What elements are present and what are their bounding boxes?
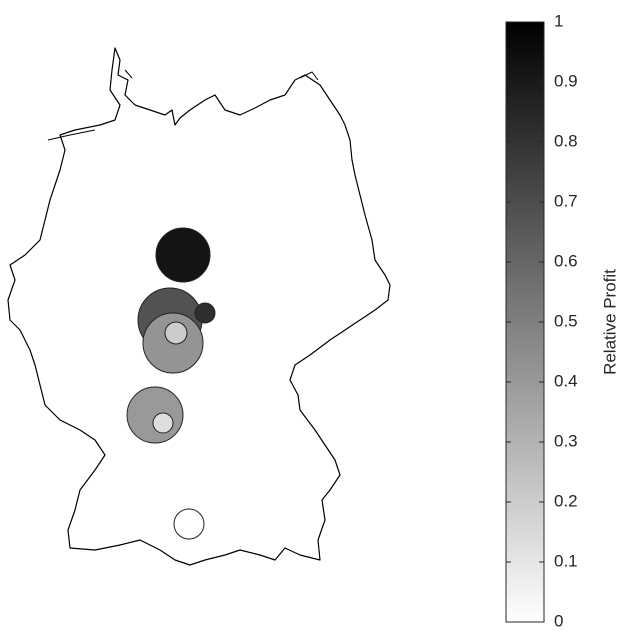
colorbar-label: Relative Profit bbox=[600, 269, 618, 375]
germany-outline bbox=[7, 47, 391, 566]
colorbar-tick-label: 0.1 bbox=[554, 551, 578, 570]
bubble bbox=[152, 412, 174, 434]
bubble bbox=[155, 227, 211, 283]
coast-islands bbox=[47, 69, 319, 141]
colorbar-tick-label: 0.7 bbox=[554, 191, 578, 210]
colorbar-tick-label: 0.8 bbox=[554, 131, 578, 150]
colorbar-tick-label: 0.3 bbox=[554, 431, 578, 450]
bubble bbox=[173, 508, 205, 540]
colorbar-tick-label: 0.9 bbox=[554, 71, 578, 90]
colorbar-tick-label: 0.5 bbox=[554, 311, 578, 330]
colorbar-tick-label: 1 bbox=[554, 11, 563, 30]
colorbar-tick-label: 0.2 bbox=[554, 491, 578, 510]
colorbar-tick-label: 0 bbox=[554, 611, 563, 630]
bubble bbox=[164, 321, 188, 345]
colorbar-tick-label: 0.6 bbox=[554, 251, 578, 270]
bubble bbox=[194, 302, 216, 324]
colorbar bbox=[505, 21, 545, 623]
bubble bbox=[126, 386, 184, 444]
colorbar-tick-label: 0.4 bbox=[554, 371, 578, 390]
